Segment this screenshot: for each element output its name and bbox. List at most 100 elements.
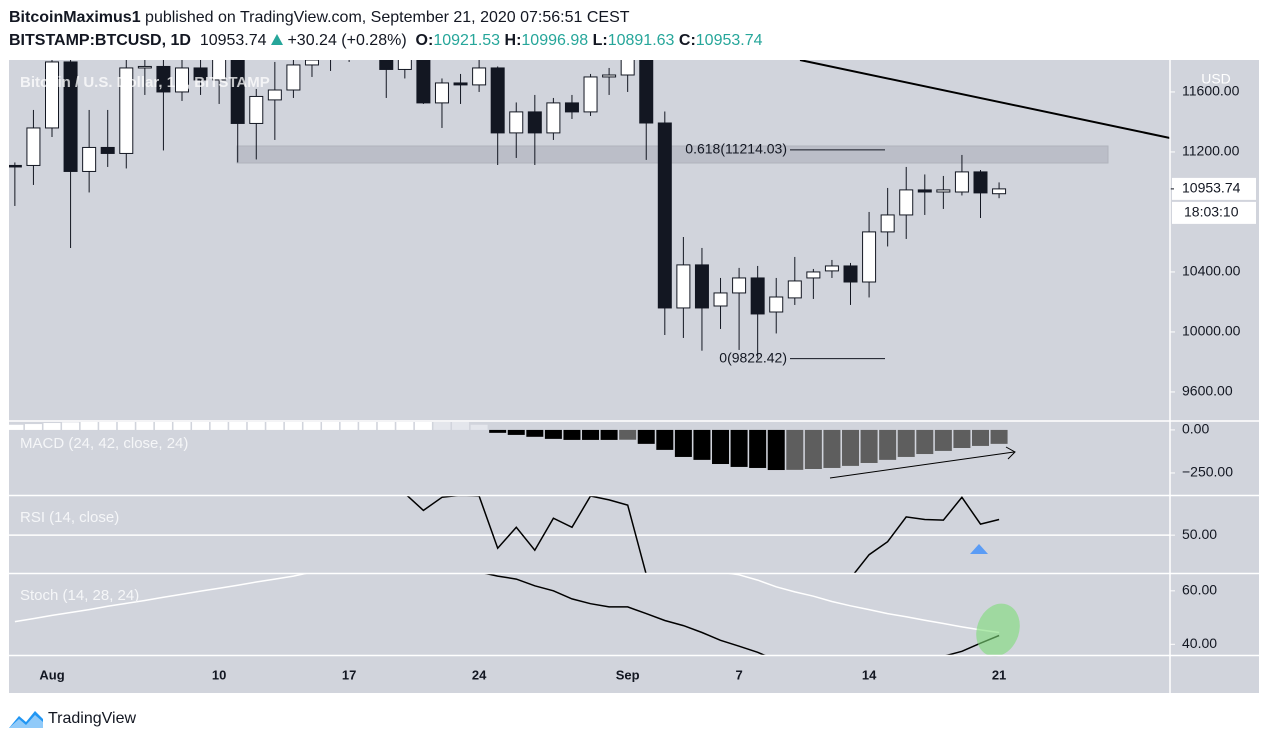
candle-body: [304, 60, 319, 66]
chart-background: [9, 60, 1259, 693]
last-price: 10953.74: [199, 32, 267, 49]
candle-body: [973, 171, 988, 194]
histogram-bar: [433, 422, 451, 430]
histogram-bar: [972, 429, 989, 446]
indicator-line: [406, 496, 1000, 573]
candle-body: [676, 264, 691, 309]
author: BitcoinMaximus1: [9, 9, 141, 26]
histogram-bar: [396, 422, 414, 430]
histogram-bar: [322, 422, 340, 430]
histogram-bar: [693, 429, 711, 460]
x-tick-label: 14: [862, 667, 877, 682]
histogram-bar: [229, 422, 247, 430]
x-tick-label: Aug: [39, 667, 64, 682]
legend-line: BITSTAMP:BTCUSD, 1D 10953.74 +30.24 (+0.…: [9, 29, 763, 52]
histogram-bar: [266, 422, 284, 430]
histogram-bar: [117, 422, 135, 430]
ohlc-label: O:: [415, 32, 434, 49]
candle-body: [193, 67, 208, 81]
candle-body: [583, 76, 598, 113]
histogram-bar: [136, 422, 154, 430]
candle-body: [434, 82, 449, 104]
countdown: 18:03:10: [1184, 204, 1239, 220]
candle-body: [63, 61, 78, 172]
x-tick-label: 21: [992, 667, 1006, 682]
indicator-title: Stoch (14, 28, 24): [20, 587, 139, 604]
ohlc-label: C:: [678, 32, 696, 49]
candle-body: [174, 67, 189, 93]
candle-body: [787, 280, 802, 299]
fib-label: 0.618(11214.03): [685, 141, 787, 157]
y-tick-label: 9600.00: [1182, 383, 1233, 399]
candle-body: [936, 189, 951, 193]
resistance-zone: [236, 145, 1109, 164]
candle-body: [824, 265, 839, 272]
candle-body: [862, 231, 877, 283]
histogram-bar: [24, 424, 42, 430]
candle-body: [119, 67, 134, 154]
candle-body: [564, 102, 579, 113]
candle-body: [694, 264, 709, 309]
symbol: BITSTAMP:BTCUSD, 1D: [9, 32, 191, 49]
stoch-highlight: [976, 603, 1020, 657]
histogram-bar: [563, 429, 581, 440]
arrow-head: [1005, 446, 1016, 460]
pane-axis: 11600.00 11200.00 10400.00 10000.00 9600.00 A…: [20, 71, 1256, 682]
candle-body: [713, 292, 728, 307]
histogram-bar: [600, 429, 618, 440]
candle-body: [397, 60, 412, 70]
open-value: 10921.53: [433, 32, 501, 49]
histogram-bar: [842, 429, 860, 466]
candle-body: [9, 164, 22, 168]
histogram-bar: [470, 424, 488, 430]
histogram-bar: [544, 429, 562, 439]
candle-body: [212, 60, 227, 81]
pane-axis: 0.00 −250.00 MACD (24, 42, close, 24): [20, 421, 1233, 480]
histogram-bar: [860, 429, 878, 463]
y-tick-label: 40.00: [1182, 635, 1217, 651]
y-tick-label: −250.00: [1182, 464, 1233, 480]
header: BitcoinMaximus1 published on TradingView…: [9, 6, 763, 52]
pane: [14, 574, 1000, 655]
footer: TradingView: [8, 708, 136, 730]
fib-label: 0(9822.42): [719, 349, 787, 365]
histogram-bar: [9, 424, 24, 430]
ohlc-label: H:: [504, 32, 522, 49]
indicator-title: MACD (24, 42, close, 24): [20, 435, 188, 452]
candle-body: [880, 214, 895, 233]
high-value: 10996.98: [521, 32, 589, 49]
up-triangle: [271, 34, 283, 45]
candle-body: [286, 64, 301, 91]
candle-body: [843, 265, 858, 283]
rsi-signal-triangle: [970, 544, 988, 554]
histogram-bar: [43, 423, 61, 430]
candle-body: [806, 271, 821, 279]
candle-body: [509, 111, 524, 134]
pane-axis: 60.00 40.00 Stoch (14, 28, 24): [20, 582, 1217, 651]
ohlc-label: L:: [592, 32, 608, 49]
candle-body: [954, 171, 969, 193]
y-tick-label: 10400.00: [1182, 263, 1241, 279]
x-tick-label: 7: [735, 667, 742, 682]
candle-body: [26, 127, 41, 166]
candle-body: [156, 65, 171, 93]
histogram-bar: [879, 429, 897, 460]
histogram-bar: [526, 429, 544, 437]
close-value: 10953.74: [695, 32, 763, 49]
histogram-bar: [414, 422, 432, 430]
countdown-box: [1172, 201, 1256, 224]
histogram-bar: [452, 422, 470, 430]
candle-body: [732, 277, 747, 294]
axis-unit: USD: [1201, 71, 1231, 87]
plot-layer: 0.618(11214.03) 0(9822.42) 11600.00 11200.0…: [9, 60, 1256, 682]
candle-body: [82, 146, 97, 172]
candle-body: [992, 188, 1007, 195]
pane: 0.618(11214.03) 0(9822.42): [9, 60, 1007, 365]
histogram-bar: [674, 429, 692, 457]
histogram-bar: [730, 429, 748, 467]
candle-body: [602, 74, 617, 78]
histogram-bar: [192, 422, 210, 430]
separators: [9, 60, 1259, 693]
candle-body: [546, 102, 561, 134]
